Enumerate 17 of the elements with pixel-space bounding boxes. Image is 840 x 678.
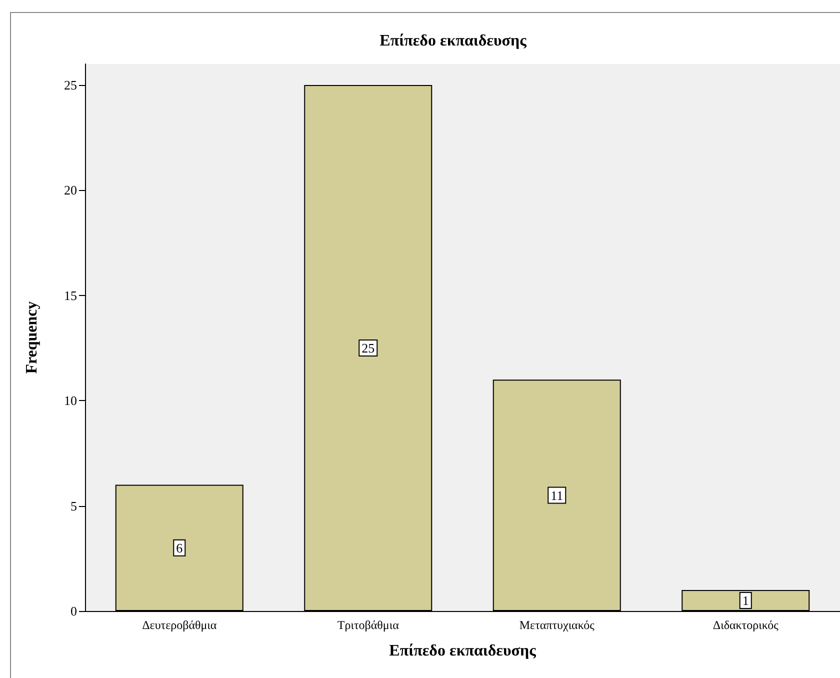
x-tick-label: Διδακτορικός — [712, 618, 779, 632]
x-tick-label: Τριτοβάθμια — [337, 618, 400, 632]
y-tick-label: 10 — [64, 393, 77, 408]
y-tick-label: 5 — [70, 498, 77, 514]
data-label: 25 — [362, 340, 375, 356]
data-label: 11 — [550, 488, 564, 503]
y-axis-title: Frequency — [24, 301, 40, 374]
chart-title: Επίπεδο εκπαιδευσης — [380, 32, 527, 50]
y-tick-label: 15 — [64, 288, 77, 303]
x-tick-label: Μεταπτυχιακός — [519, 618, 595, 632]
y-tick-label: 25 — [64, 78, 77, 93]
y-tick-label: 20 — [64, 182, 77, 198]
data-label: 6 — [176, 540, 184, 556]
y-tick-label: 0 — [70, 604, 77, 618]
x-axis-title: Επίπεδο εκπαιδευσης — [389, 642, 536, 660]
data-label: 1 — [742, 592, 749, 608]
x-tick-label: Δευτεροβάθμια — [142, 618, 218, 632]
